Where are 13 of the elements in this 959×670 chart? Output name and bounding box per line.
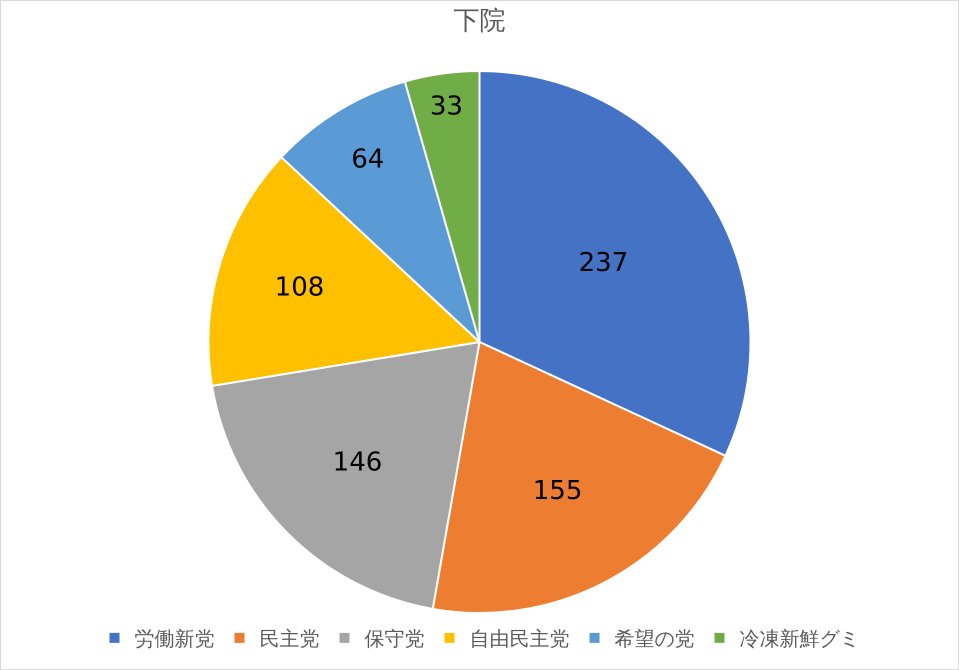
data-label: 33 [430,91,463,122]
legend-label: 自由民主党 [470,626,570,651]
data-label: 237 [578,248,628,278]
legend-label: 希望の党 [614,626,694,651]
data-label: 64 [351,144,384,175]
chart-title: 下院 [454,6,506,36]
data-label: 146 [332,448,382,478]
legend-label: 保守党 [364,626,424,651]
legend-label: 民主党 [260,626,320,651]
data-label: 155 [532,476,582,506]
legend-label: 冷凍新鮮グミ [740,626,860,651]
legend-label: 労働新党 [134,626,214,651]
data-label: 108 [274,272,324,303]
